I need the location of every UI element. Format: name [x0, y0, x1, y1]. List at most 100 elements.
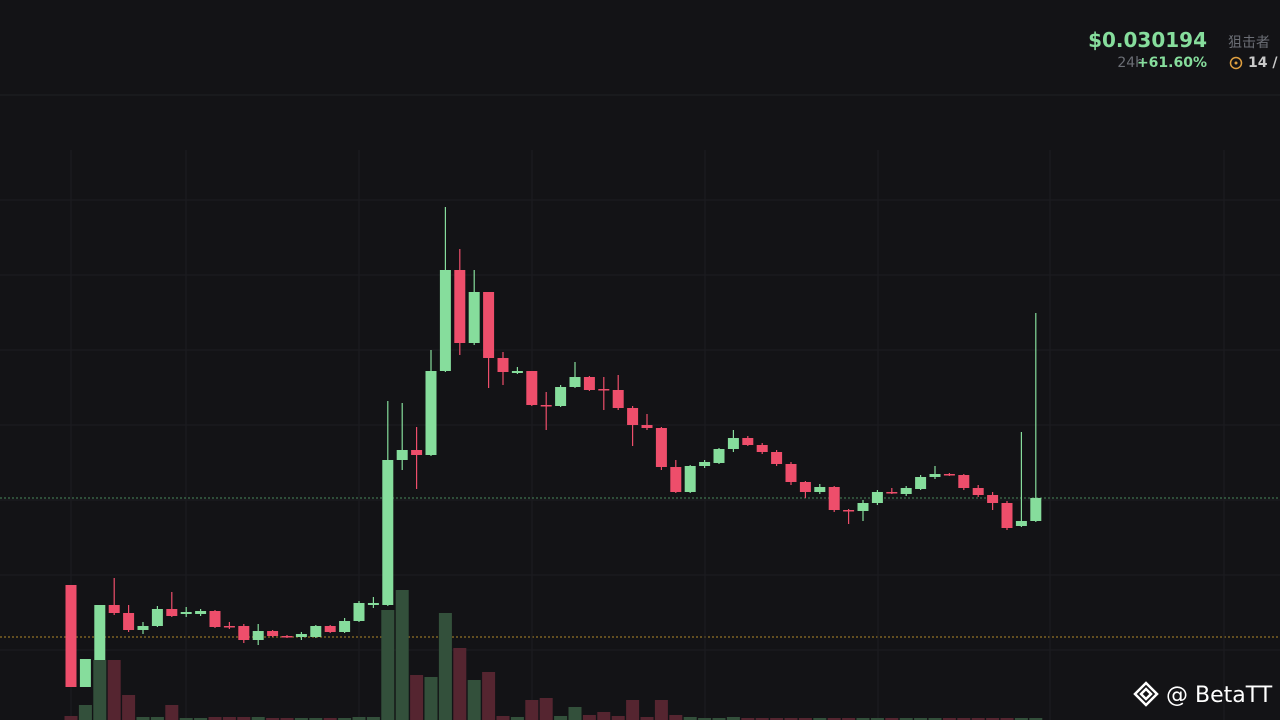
- candle-body: [987, 495, 999, 503]
- count-icon: [1229, 56, 1243, 70]
- candle-body: [785, 464, 797, 482]
- volume-bar: [294, 718, 308, 720]
- volume-bar: [784, 718, 798, 720]
- candle-body: [65, 585, 77, 687]
- volume-bar: [928, 718, 942, 720]
- candle-body: [497, 358, 509, 372]
- candle-body: [958, 475, 970, 488]
- volume-bar: [597, 712, 611, 720]
- volume-bar: [309, 718, 323, 720]
- volume-bar: [194, 718, 208, 720]
- candle-body: [555, 387, 567, 406]
- volume-bar: [222, 717, 236, 720]
- volume-bar: [842, 718, 856, 720]
- volume-bar: [510, 717, 524, 720]
- candle-body: [94, 605, 106, 660]
- volume-bar: [525, 700, 539, 720]
- candle-body: [915, 477, 927, 489]
- candle-body: [886, 492, 898, 494]
- volume-bar: [150, 717, 164, 720]
- volume-bar: [280, 718, 294, 720]
- candle-body: [814, 487, 826, 492]
- candle-body: [742, 438, 754, 445]
- candle-body: [396, 450, 408, 460]
- candle-body: [1015, 521, 1027, 526]
- watermark-icon: [1133, 681, 1159, 707]
- volume-bar: [165, 705, 179, 720]
- candle-body: [468, 292, 480, 343]
- volume-bar: [453, 648, 467, 720]
- volume-bar: [1029, 718, 1043, 720]
- candle-body: [598, 389, 610, 391]
- period: 24h: [1117, 55, 1144, 71]
- count-icon-dot: [1234, 61, 1238, 65]
- candle-body: [843, 510, 855, 512]
- candle-body: [310, 626, 322, 637]
- volume-bar: [770, 718, 784, 720]
- volume-bar: [683, 717, 697, 720]
- volume-bar: [957, 718, 971, 720]
- volume-bar: [107, 660, 121, 720]
- count: 14 /: [1248, 55, 1278, 71]
- volume-bar: [726, 717, 740, 720]
- candle-body: [771, 452, 783, 464]
- candle-body: [367, 603, 379, 605]
- candle-body: [756, 445, 768, 452]
- candle-body: [339, 621, 351, 632]
- candle-body: [454, 270, 466, 343]
- candle-body: [943, 474, 955, 476]
- volume-bar: [942, 718, 956, 720]
- volume-bar: [366, 717, 380, 720]
- candle-body: [209, 611, 221, 627]
- candle-body: [684, 466, 696, 492]
- volume-bar: [654, 700, 668, 720]
- candle-body: [583, 377, 595, 390]
- volume-bar: [856, 718, 870, 720]
- candle-body: [540, 405, 552, 407]
- volume-bar: [482, 672, 496, 720]
- candle-body: [670, 467, 682, 492]
- volume-bar: [554, 716, 568, 720]
- sniper-label: 狙击者: [1228, 35, 1270, 51]
- candle-body: [137, 626, 149, 630]
- candle-body: [439, 270, 451, 371]
- candle-body: [612, 390, 624, 408]
- volume-bar: [395, 590, 409, 720]
- volume-bar: [611, 716, 625, 720]
- volume-bar: [323, 718, 337, 720]
- candle-body: [526, 371, 538, 405]
- volume-bar: [438, 613, 452, 720]
- volume-bar: [539, 698, 553, 720]
- candle-body: [1030, 497, 1042, 521]
- candle-body: [641, 425, 653, 428]
- candle-body: [727, 438, 739, 449]
- candle-body: [151, 609, 163, 626]
- volume-bar: [179, 718, 193, 720]
- candle-body: [871, 492, 883, 503]
- candle-body: [238, 626, 250, 640]
- volume-bar: [626, 700, 640, 720]
- candle-body: [353, 603, 365, 621]
- change: +61.60%: [1136, 55, 1207, 71]
- volume-bar: [669, 715, 683, 720]
- candle-body: [79, 659, 91, 687]
- candle-body: [411, 450, 423, 455]
- candle-body: [511, 371, 523, 373]
- candle-body: [655, 428, 667, 467]
- volume-bar: [424, 677, 438, 720]
- candle-body: [281, 636, 293, 638]
- candle-body: [267, 631, 279, 636]
- volume-bar: [827, 718, 841, 720]
- volume-bar: [1014, 718, 1028, 720]
- candle-body: [972, 488, 984, 495]
- candle-body: [799, 482, 811, 492]
- candle-body: [627, 408, 639, 425]
- volume-bar: [266, 718, 280, 720]
- candle-body: [929, 474, 941, 477]
- volume-bar: [136, 717, 150, 720]
- volume-bar: [971, 718, 985, 720]
- candle-body: [713, 449, 725, 463]
- volume-bar: [467, 680, 481, 720]
